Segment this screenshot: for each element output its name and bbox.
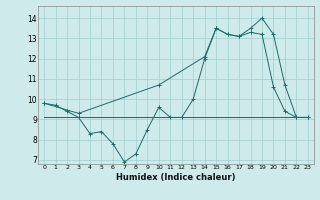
X-axis label: Humidex (Indice chaleur): Humidex (Indice chaleur) <box>116 173 236 182</box>
